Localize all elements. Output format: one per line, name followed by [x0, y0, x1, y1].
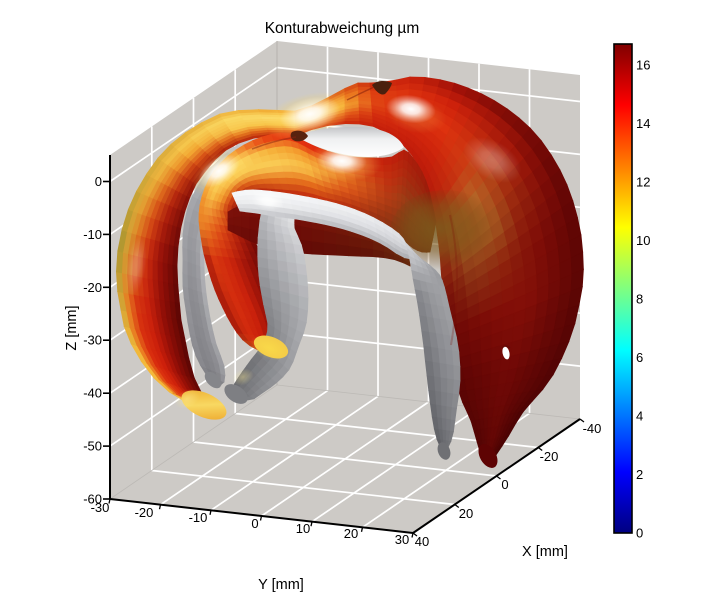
svg-text:-20: -20 [83, 280, 102, 295]
svg-text:-60: -60 [83, 492, 102, 507]
svg-text:X [mm]: X [mm] [522, 544, 568, 560]
svg-text:30: 30 [395, 532, 409, 547]
svg-text:Konturabweichung µm: Konturabweichung µm [265, 20, 420, 37]
svg-text:2: 2 [636, 467, 643, 482]
svg-text:12: 12 [636, 175, 650, 190]
svg-text:Y [mm]: Y [mm] [258, 577, 304, 593]
svg-text:-10: -10 [189, 510, 208, 525]
svg-text:0: 0 [251, 516, 258, 531]
svg-text:-50: -50 [83, 439, 102, 454]
svg-text:-20: -20 [135, 505, 154, 520]
svg-text:4: 4 [636, 409, 643, 424]
svg-text:-30: -30 [83, 333, 102, 348]
svg-text:16: 16 [636, 58, 650, 73]
svg-text:8: 8 [636, 292, 643, 307]
svg-text:40: 40 [415, 534, 429, 549]
svg-text:0: 0 [636, 526, 643, 541]
svg-text:20: 20 [344, 526, 358, 541]
svg-text:Z [mm]: Z [mm] [64, 305, 80, 350]
svg-text:-10: -10 [83, 227, 102, 242]
svg-text:-20: -20 [540, 449, 559, 464]
svg-text:14: 14 [636, 116, 650, 131]
svg-text:-30: -30 [91, 500, 110, 515]
svg-text:0: 0 [95, 174, 102, 189]
svg-text:6: 6 [636, 350, 643, 365]
svg-text:10: 10 [296, 521, 310, 536]
svg-text:-40: -40 [583, 421, 602, 436]
svg-text:0: 0 [501, 477, 508, 492]
svg-text:10: 10 [636, 233, 650, 248]
svg-text:20: 20 [459, 506, 473, 521]
svg-text:-40: -40 [83, 386, 102, 401]
